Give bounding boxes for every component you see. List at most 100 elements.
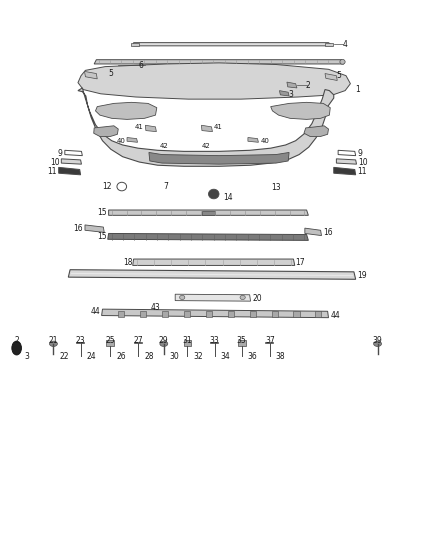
Ellipse shape — [160, 341, 168, 346]
Polygon shape — [118, 311, 124, 317]
Polygon shape — [78, 63, 350, 99]
Text: 41: 41 — [135, 124, 144, 130]
Text: 44: 44 — [91, 307, 101, 316]
Polygon shape — [304, 126, 328, 136]
Text: 10: 10 — [358, 158, 368, 167]
Text: 42: 42 — [201, 143, 210, 149]
Polygon shape — [293, 311, 300, 317]
Polygon shape — [325, 74, 337, 80]
Text: 3: 3 — [25, 352, 30, 360]
Text: 16: 16 — [323, 228, 333, 237]
Text: 43: 43 — [151, 303, 160, 311]
Text: 27: 27 — [134, 336, 143, 344]
Polygon shape — [250, 311, 256, 317]
Text: 39: 39 — [373, 336, 382, 344]
Text: 15: 15 — [97, 232, 107, 241]
Polygon shape — [59, 167, 81, 175]
Polygon shape — [85, 225, 104, 232]
Text: 30: 30 — [170, 352, 179, 360]
Polygon shape — [145, 125, 156, 132]
Text: 18: 18 — [123, 258, 132, 266]
Ellipse shape — [180, 295, 185, 300]
Text: 26: 26 — [116, 352, 126, 360]
Text: 11: 11 — [357, 167, 367, 175]
Text: 28: 28 — [144, 352, 154, 360]
Text: 29: 29 — [159, 336, 169, 344]
Text: 15: 15 — [97, 208, 107, 217]
Text: 21: 21 — [49, 336, 58, 344]
Text: 22: 22 — [59, 352, 69, 360]
Text: 6: 6 — [139, 61, 144, 69]
Polygon shape — [201, 125, 212, 132]
Polygon shape — [94, 60, 344, 64]
Polygon shape — [184, 311, 190, 317]
Text: 33: 33 — [210, 336, 219, 344]
Text: 23: 23 — [76, 336, 85, 344]
Polygon shape — [271, 102, 330, 119]
Polygon shape — [184, 340, 191, 346]
Ellipse shape — [208, 189, 219, 199]
Polygon shape — [162, 311, 168, 317]
Polygon shape — [131, 43, 139, 46]
Polygon shape — [149, 152, 289, 164]
Polygon shape — [134, 43, 333, 46]
Text: 19: 19 — [357, 271, 367, 279]
Text: 10: 10 — [50, 158, 60, 167]
Ellipse shape — [374, 341, 381, 346]
Polygon shape — [336, 159, 357, 164]
Polygon shape — [68, 270, 356, 279]
Polygon shape — [71, 273, 353, 276]
Polygon shape — [279, 91, 289, 96]
Text: 12: 12 — [102, 182, 111, 191]
Text: 17: 17 — [296, 258, 305, 266]
Polygon shape — [102, 309, 328, 318]
Polygon shape — [108, 233, 308, 240]
Polygon shape — [78, 88, 334, 166]
Ellipse shape — [49, 341, 57, 346]
Text: 31: 31 — [183, 336, 192, 344]
Text: 5: 5 — [108, 69, 113, 78]
Polygon shape — [228, 311, 234, 317]
Text: 40: 40 — [117, 138, 125, 144]
Text: 2: 2 — [306, 81, 310, 90]
Text: 13: 13 — [272, 183, 281, 192]
Ellipse shape — [340, 59, 345, 64]
Polygon shape — [202, 211, 215, 215]
Polygon shape — [127, 138, 138, 142]
Text: 4: 4 — [343, 40, 348, 49]
Polygon shape — [325, 43, 333, 46]
Polygon shape — [175, 294, 251, 301]
Text: 35: 35 — [237, 336, 247, 344]
Text: 11: 11 — [47, 167, 57, 175]
Polygon shape — [305, 228, 321, 236]
Text: 37: 37 — [265, 336, 275, 344]
Polygon shape — [140, 311, 146, 317]
Polygon shape — [334, 167, 356, 175]
Text: 3: 3 — [289, 90, 294, 99]
Polygon shape — [272, 311, 278, 317]
Text: 2: 2 — [14, 336, 19, 344]
Text: 40: 40 — [261, 138, 269, 144]
Polygon shape — [85, 71, 97, 79]
Polygon shape — [133, 259, 295, 265]
Polygon shape — [109, 210, 308, 215]
Ellipse shape — [240, 295, 245, 300]
Polygon shape — [95, 102, 157, 119]
Polygon shape — [61, 159, 81, 164]
Text: 34: 34 — [220, 352, 230, 360]
Polygon shape — [287, 82, 297, 88]
Polygon shape — [206, 311, 212, 317]
Polygon shape — [94, 126, 118, 136]
Text: 1: 1 — [355, 85, 360, 93]
Text: 25: 25 — [106, 336, 115, 344]
Text: 9: 9 — [58, 149, 63, 158]
Text: 41: 41 — [214, 124, 223, 130]
Text: 7: 7 — [163, 182, 168, 191]
Text: 36: 36 — [247, 352, 257, 360]
Text: 16: 16 — [74, 224, 83, 233]
Text: 24: 24 — [86, 352, 96, 360]
Text: 32: 32 — [193, 352, 203, 360]
Text: 20: 20 — [252, 294, 262, 303]
Text: 38: 38 — [276, 352, 285, 360]
Text: 44: 44 — [330, 311, 340, 320]
